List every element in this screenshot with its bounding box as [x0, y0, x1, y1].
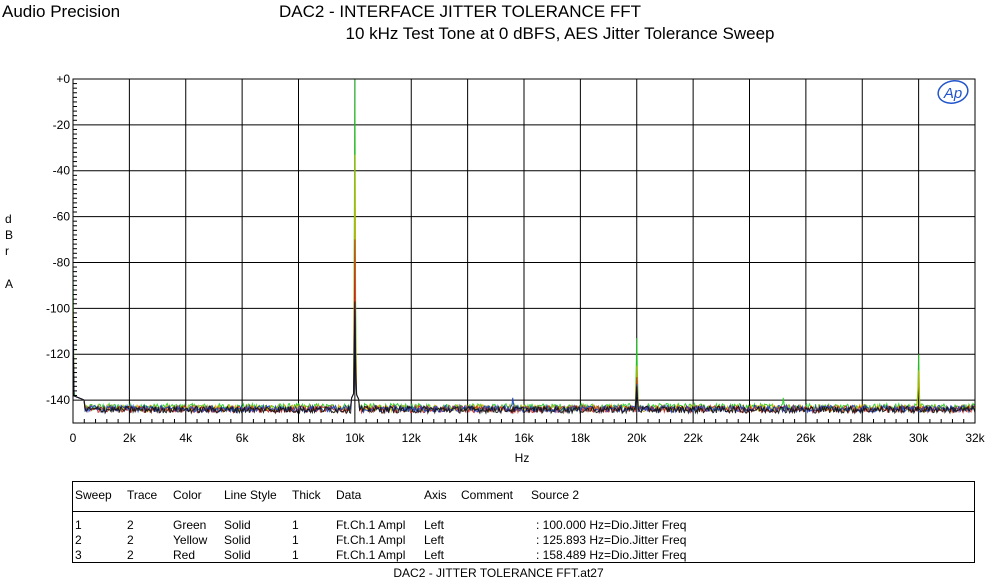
y-tick-label: -120 [46, 347, 70, 361]
legend-header-axis: Axis [424, 488, 447, 502]
x-tick-label: 0 [70, 431, 77, 445]
footer-filename: DAC2 - JITTER TOLERANCE FFT.at27 [393, 566, 604, 580]
chart-title: DAC2 - INTERFACE JITTER TOLERANCE FFT [278, 2, 642, 21]
y-tick-label: -20 [53, 118, 71, 132]
y-tick-label: -100 [46, 301, 70, 315]
x-tick-label: 32k [965, 431, 985, 445]
legend-row-2-trace: 2 [127, 533, 134, 547]
legend-row-2-data: Ft.Ch.1 Ampl [336, 533, 406, 547]
legend-row-3-color: Red [173, 548, 196, 562]
fft-plot: 0 2k 4k 6k 8k 10k 12k 14k 16k 18k 20k 22k 24k 26k 28k 3… [46, 72, 986, 465]
legend-header-line-style: Line Style [224, 488, 277, 502]
x-tick-label: 24k [740, 431, 760, 445]
legend-row-1-source: : 100.000 Hz=Dio.Jitter Freq [536, 518, 687, 532]
y-tick-label: -80 [53, 255, 71, 269]
y-tick-label: -40 [53, 164, 71, 178]
y-axis-label-d: d [5, 212, 12, 226]
y-tick-label: -60 [53, 210, 71, 224]
legend-header-source: Source 2 [531, 488, 580, 502]
legend-row-1-data: Ft.Ch.1 Ampl [336, 518, 406, 532]
legend-header-data: Data [336, 488, 362, 502]
legend-row-1-sweep: 1 [75, 518, 82, 532]
x-tick-label: 18k [571, 431, 591, 445]
legend-separator [73, 511, 974, 512]
plot-ticks: 0 2k 4k 6k 8k 10k 12k 14k 16k 18k 20k 22k 24k 26k 28k 3… [46, 72, 986, 445]
ap-logo-icon: Ap [937, 80, 969, 104]
legend-row-1-axis: Left [424, 518, 445, 532]
y-tick-label: -140 [46, 393, 70, 407]
x-tick-label: 28k [853, 431, 873, 445]
y-tick-label: +0 [56, 72, 70, 86]
legend-row-1-trace: 2 [127, 518, 134, 532]
y-axis-label-r: r [5, 244, 9, 258]
x-tick-label: 26k [796, 431, 816, 445]
plot-frame [72, 78, 976, 424]
y-axis-label-b: B [5, 228, 14, 242]
x-tick-label: 2k [123, 431, 137, 445]
x-tick-label: 16k [514, 431, 534, 445]
legend-row-1-color: Green [173, 518, 207, 532]
series-line-5 [72, 301, 976, 415]
x-tick-label: 20k [627, 431, 647, 445]
x-tick-label: 12k [402, 431, 422, 445]
legend-row-3-source: : 158.489 Hz=Dio.Jitter Freq [536, 548, 687, 562]
legend-row-2-color: Yellow [173, 533, 208, 547]
x-tick-label: 30k [909, 431, 929, 445]
legend-row-1-thick: 1 [292, 518, 299, 532]
legend-row-3-style: Solid [224, 548, 251, 562]
legend-header-trace: Trace [127, 488, 158, 502]
y-axis-label-a: A [5, 277, 14, 291]
legend-table: Sweep Trace Color Line Style Thick Data … [72, 481, 975, 563]
legend-row-2-axis: Left [424, 533, 445, 547]
x-tick-label: 8k [292, 431, 306, 445]
legend-row-3-trace: 2 [127, 548, 134, 562]
x-tick-label: 4k [179, 431, 193, 445]
plot-traces [72, 78, 976, 415]
brand-label: Audio Precision [2, 2, 121, 21]
legend-header-comment: Comment [461, 488, 514, 502]
ap-logo-text: Ap [943, 85, 962, 102]
legend-row-3-sweep: 3 [75, 548, 82, 562]
chart-subtitle: 10 kHz Test Tone at 0 dBFS, AES Jitter T… [345, 24, 775, 43]
legend-header-thick: Thick [292, 488, 321, 502]
x-tick-label: 6k [236, 431, 250, 445]
legend-row-2-source: : 125.893 Hz=Dio.Jitter Freq [536, 533, 687, 547]
legend-row-3-thick: 1 [292, 548, 299, 562]
legend-row-3-axis: Left [424, 548, 445, 562]
legend-row-2-sweep: 2 [75, 533, 82, 547]
x-axis-label: Hz [515, 451, 530, 465]
legend-row-2-style: Solid [224, 533, 251, 547]
plot-grid [72, 78, 976, 423]
x-tick-label: 10k [345, 431, 365, 445]
legend-header-sweep: Sweep [75, 488, 112, 502]
legend-row-1-style: Solid [224, 518, 251, 532]
legend-row-3-data: Ft.Ch.1 Ampl [336, 548, 406, 562]
legend-row-2-thick: 1 [292, 533, 299, 547]
x-tick-label: 14k [458, 431, 478, 445]
x-tick-label: 22k [683, 431, 703, 445]
legend-header-color: Color [173, 488, 202, 502]
